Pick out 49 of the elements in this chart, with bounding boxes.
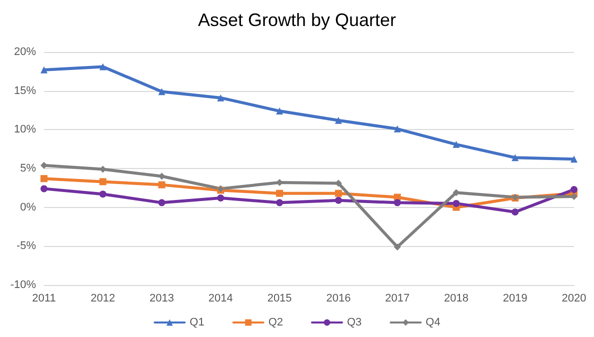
point bbox=[40, 66, 48, 74]
y-tick-label: 10% bbox=[14, 124, 36, 136]
point bbox=[570, 186, 578, 193]
point bbox=[276, 199, 284, 206]
x-tick-label: 2019 bbox=[502, 292, 528, 304]
point bbox=[394, 199, 401, 206]
point bbox=[99, 178, 106, 186]
y-tick-label: -5% bbox=[16, 240, 36, 252]
point bbox=[276, 108, 284, 115]
point bbox=[158, 199, 166, 206]
legend-label: Q1 bbox=[190, 316, 204, 328]
chart-title: Asset Growth by Quarter bbox=[198, 10, 396, 30]
point bbox=[334, 196, 342, 204]
point bbox=[512, 208, 519, 216]
point bbox=[334, 116, 342, 124]
point bbox=[276, 190, 284, 197]
x-tick-label: 2018 bbox=[444, 292, 468, 304]
point bbox=[334, 190, 342, 197]
point bbox=[217, 194, 224, 202]
point bbox=[570, 156, 578, 163]
y-tick-label: 5% bbox=[20, 162, 36, 174]
point bbox=[570, 192, 578, 200]
x-tick-label: 2014 bbox=[208, 292, 233, 304]
point bbox=[99, 63, 106, 70]
point bbox=[158, 88, 166, 96]
x-tick-label: 2013 bbox=[150, 292, 174, 304]
legend-label: Q2 bbox=[268, 316, 284, 328]
y-tick-label: 20% bbox=[14, 46, 36, 58]
legend-label: Q4 bbox=[426, 316, 440, 328]
point bbox=[40, 185, 48, 192]
point bbox=[40, 175, 48, 182]
x-tick-label: 2011 bbox=[32, 292, 56, 304]
point bbox=[217, 94, 224, 102]
point bbox=[394, 243, 401, 250]
y-tick-label: 15% bbox=[14, 84, 36, 97]
point bbox=[99, 190, 106, 198]
y-tick-label: -10% bbox=[10, 279, 36, 291]
point bbox=[452, 140, 460, 148]
x-tick-label: 2017 bbox=[385, 292, 410, 304]
legend-label: Q3 bbox=[347, 316, 362, 328]
point bbox=[512, 154, 519, 162]
x-tick-label: 2012 bbox=[90, 292, 116, 304]
point bbox=[394, 125, 401, 132]
x-tick-label: 2020 bbox=[562, 292, 586, 304]
x-tick-label: 2016 bbox=[326, 292, 351, 304]
point bbox=[158, 181, 166, 188]
x-tick-label: 2015 bbox=[267, 292, 292, 304]
point bbox=[452, 200, 460, 207]
y-tick-label: 0% bbox=[20, 201, 36, 214]
